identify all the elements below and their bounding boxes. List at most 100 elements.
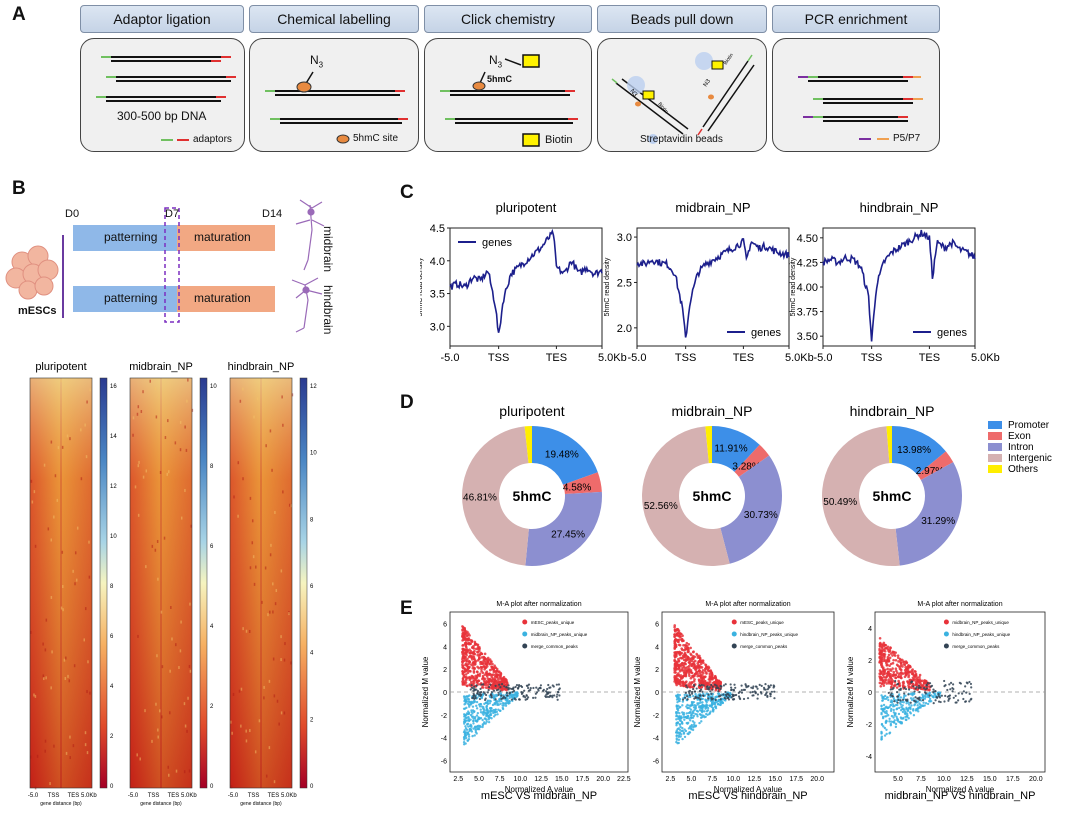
ma-point-blue xyxy=(685,721,688,725)
ma-point-red xyxy=(707,669,711,673)
ma-point-red xyxy=(878,636,882,640)
ma-point-blue xyxy=(678,712,681,715)
ma-point-blue xyxy=(909,697,913,700)
ma-point-red xyxy=(905,661,909,665)
heatmap-speckle xyxy=(189,602,191,606)
heatmap-speckle xyxy=(56,498,59,502)
ma-point-common xyxy=(518,698,521,701)
patterning-bar-hindbrain xyxy=(73,286,177,312)
pie-slice xyxy=(917,451,954,481)
ma-point-blue xyxy=(483,717,487,720)
ma-point-blue xyxy=(682,732,686,735)
ma-point-blue xyxy=(708,712,711,716)
ma-point-blue xyxy=(880,712,883,716)
ma-point-red xyxy=(494,674,497,678)
ma-point-red xyxy=(491,662,494,666)
heatmap-speckle xyxy=(263,696,265,700)
ma-point-red xyxy=(892,650,896,654)
heatmap-x-tick: TSS xyxy=(48,793,60,799)
ma-point-common xyxy=(523,689,526,692)
ma-point-common xyxy=(717,690,720,693)
ma-point-red xyxy=(900,658,904,662)
ma-point-red xyxy=(498,680,502,684)
pie-slice-label: 46.81% xyxy=(463,492,497,503)
ma-comparison-label: mESC VS hindbrain_NP xyxy=(688,790,807,802)
ma-point-blue xyxy=(474,730,478,734)
pie-title: hindbrain_NP xyxy=(850,403,935,419)
ma-point-blue xyxy=(476,727,479,731)
ma-point-common xyxy=(710,683,713,687)
ma-point-red xyxy=(461,661,464,664)
ma-point-common xyxy=(717,695,721,698)
heatmap-speckle xyxy=(273,780,276,784)
ma-point-blue xyxy=(467,719,471,722)
ma-point-blue xyxy=(883,734,887,737)
ma-point-red xyxy=(674,681,678,685)
ma-point-common xyxy=(719,694,722,697)
ma-point-common xyxy=(529,687,532,690)
day-14-label: D14 xyxy=(262,208,283,220)
ma-point-blue xyxy=(926,695,930,698)
ma-point-blue xyxy=(919,706,922,709)
ma-point-blue xyxy=(902,701,905,704)
ma-point-common xyxy=(766,688,769,691)
ma-point-blue xyxy=(471,709,475,712)
ma-point-red xyxy=(466,676,469,680)
ma-point-common xyxy=(478,697,482,701)
heatmap-speckle xyxy=(232,692,235,696)
ma-point-common xyxy=(919,686,922,689)
ma-point-blue xyxy=(679,717,683,720)
ma-point-blue xyxy=(899,696,903,699)
ma-point-common xyxy=(719,687,722,691)
ma-point-red xyxy=(906,680,910,684)
ma-point-blue xyxy=(675,714,678,718)
ma-point-red xyxy=(680,638,684,641)
heatmap-speckle xyxy=(170,606,172,610)
ma-point-common xyxy=(940,694,943,697)
ma-y-tick-label: -2 xyxy=(866,722,872,729)
ma-point-blue xyxy=(928,697,932,701)
biotin-legend-icon xyxy=(522,133,540,147)
pie-legend-label: Exon xyxy=(1008,431,1031,442)
ma-point-red xyxy=(673,655,677,659)
ma-point-red xyxy=(882,653,886,656)
ma-point-blue xyxy=(475,714,479,717)
ma-point-blue xyxy=(473,734,476,737)
heatmap-speckle xyxy=(50,538,52,542)
ma-point-common xyxy=(925,683,928,687)
ma-point-red xyxy=(697,674,701,678)
ma-point-red xyxy=(485,670,489,674)
ma-point-blue xyxy=(885,719,888,723)
ma-point-red xyxy=(489,662,492,666)
ma-point-red xyxy=(896,654,900,657)
heatmap-speckle xyxy=(288,612,290,616)
ma-point-red xyxy=(472,679,475,683)
ma-point-red xyxy=(690,685,694,689)
dna-size-label: 300-500 bp DNA xyxy=(117,109,207,123)
ma-point-blue xyxy=(465,695,469,698)
ma-point-red xyxy=(687,670,691,674)
heatmap-speckle xyxy=(178,666,180,670)
ma-point-blue xyxy=(898,721,902,724)
heatmap-colorbar xyxy=(299,377,308,789)
ma-point-blue xyxy=(905,702,908,705)
ma-point-red xyxy=(468,648,471,652)
ma-point-red xyxy=(687,664,691,668)
pcr-enrichment-diagram xyxy=(798,76,923,140)
ma-point-red xyxy=(909,665,912,669)
ma-point-common xyxy=(482,691,485,694)
ma-point-common xyxy=(918,691,921,694)
ma-y-tick-label: 2 xyxy=(443,667,447,674)
heatmap-speckle xyxy=(242,387,244,391)
ma-point-common xyxy=(511,690,514,693)
ma-point-blue xyxy=(883,694,887,698)
heatmap-speckle xyxy=(65,751,68,755)
ma-point-red xyxy=(698,681,702,685)
ma-point-blue xyxy=(677,735,681,739)
ma-point-red xyxy=(895,663,899,667)
ma-point-red xyxy=(714,689,718,692)
ma-point-common xyxy=(524,696,527,699)
heatmap-speckle xyxy=(274,510,276,514)
ma-point-common xyxy=(707,693,710,696)
ma-point-common xyxy=(701,694,705,697)
